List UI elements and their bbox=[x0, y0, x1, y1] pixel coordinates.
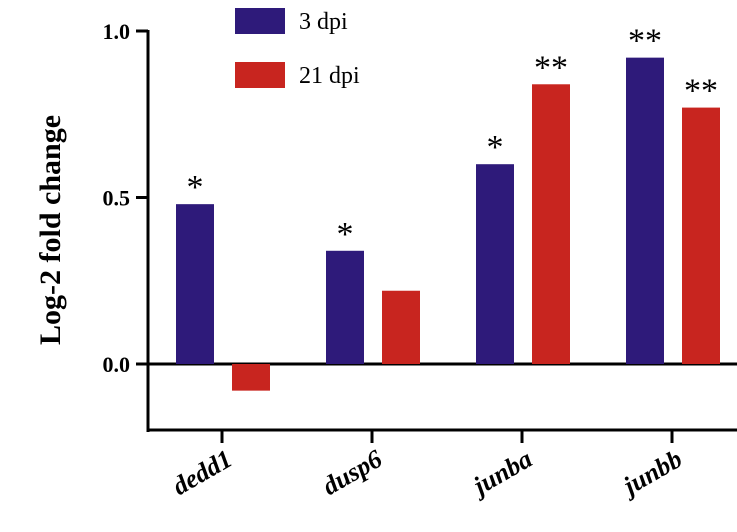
legend-swatch bbox=[235, 8, 285, 34]
significance-mark: ** bbox=[628, 23, 662, 60]
significance-mark: * bbox=[337, 216, 354, 253]
bar bbox=[476, 164, 514, 364]
y-tick-label: 0.5 bbox=[103, 186, 131, 211]
bar bbox=[532, 84, 570, 364]
y-tick-label: 1.0 bbox=[103, 19, 131, 44]
bar bbox=[626, 57, 664, 364]
legend-swatch bbox=[235, 62, 285, 88]
significance-mark: * bbox=[187, 169, 204, 206]
category-label: junbb bbox=[615, 444, 687, 502]
category-label: dusp6 bbox=[317, 444, 387, 501]
y-tick-label: 0.0 bbox=[103, 352, 131, 377]
bar bbox=[326, 250, 364, 364]
y-axis-title: Log-2 fold change bbox=[34, 115, 67, 345]
bar bbox=[232, 364, 270, 391]
legend-label: 21 dpi bbox=[299, 63, 360, 89]
bar bbox=[682, 107, 720, 364]
category-label: junba bbox=[465, 444, 537, 502]
plot-area: 0.00.51.0*dedd1*dusp6***junba****junbb3 … bbox=[103, 8, 737, 502]
significance-mark: ** bbox=[534, 49, 568, 86]
bar bbox=[176, 204, 214, 364]
bar bbox=[382, 290, 420, 364]
significance-mark: ** bbox=[684, 73, 718, 110]
legend-label: 3 dpi bbox=[299, 9, 348, 35]
significance-mark: * bbox=[487, 129, 504, 166]
category-label: dedd1 bbox=[167, 444, 237, 501]
